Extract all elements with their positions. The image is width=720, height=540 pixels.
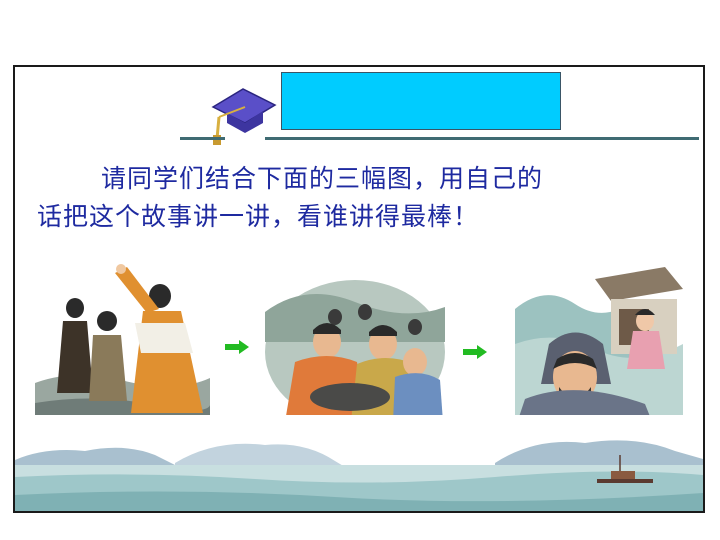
story-picture-2 (265, 280, 445, 422)
graduation-cap-icon (211, 88, 277, 145)
prompt-text: 请同学们结合下面的三幅图，用自己的 话把这个故事讲一讲，看谁讲得最棒！ (37, 160, 677, 236)
prompt-line-1: 请同学们结合下面的三幅图，用自己的 (101, 164, 544, 193)
prompt-line-2: 话把这个故事讲一讲，看谁讲得最棒！ (37, 202, 480, 231)
right-arrow-icon (225, 340, 249, 354)
story-picture-3 (515, 259, 683, 429)
title-box (281, 72, 561, 130)
slide-frame: 请同学们结合下面的三幅图，用自己的 话把这个故事讲一讲，看谁讲得最棒！ (13, 65, 705, 513)
story-picture-1 (35, 263, 210, 428)
right-arrow-icon (463, 345, 487, 359)
header-rule-right (265, 137, 699, 140)
landscape-background (15, 415, 703, 511)
header-rule-left (180, 137, 225, 140)
